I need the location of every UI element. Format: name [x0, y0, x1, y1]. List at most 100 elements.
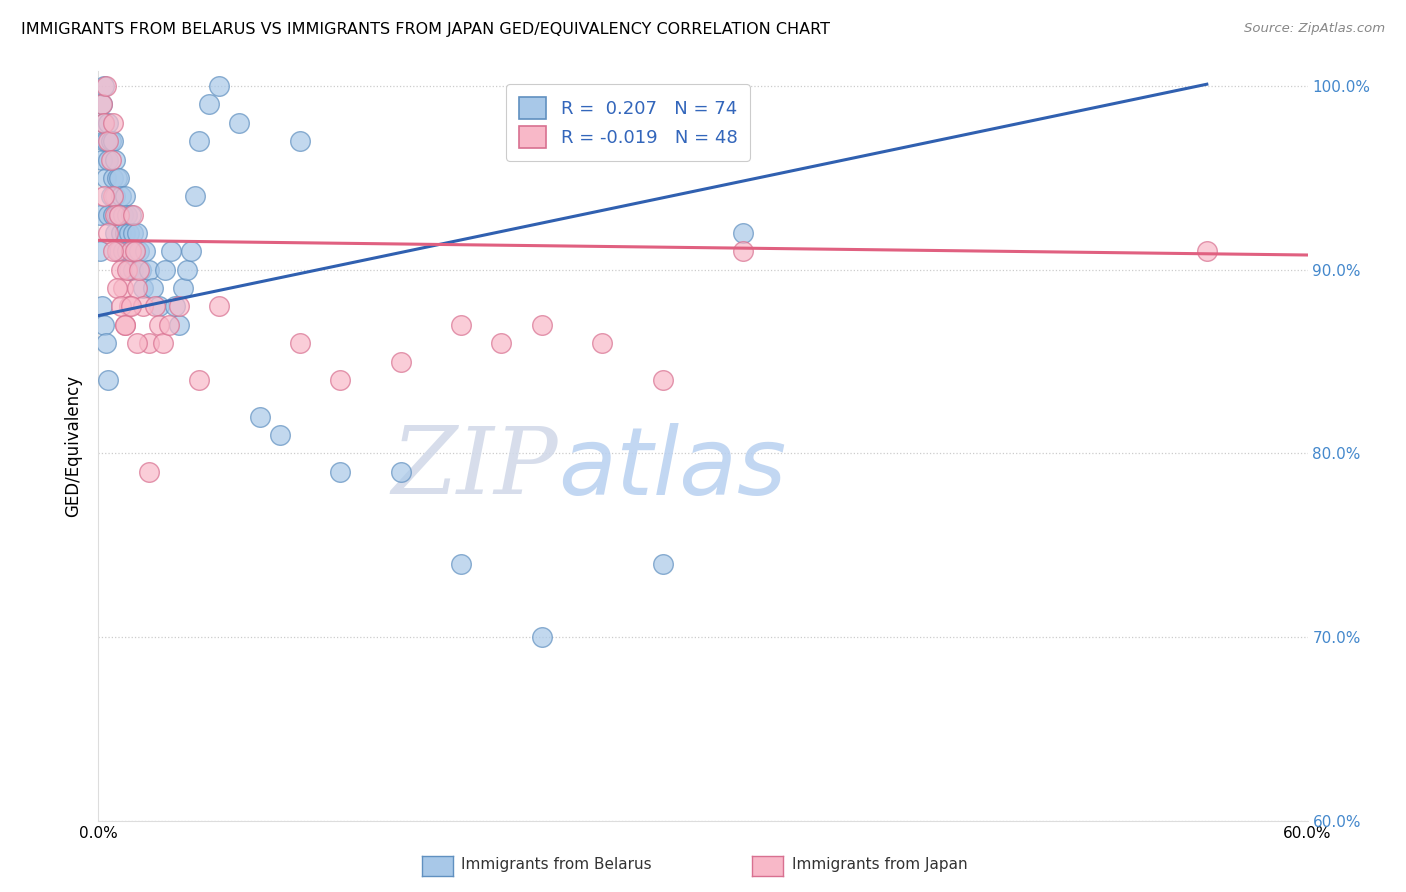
Text: IMMIGRANTS FROM BELARUS VS IMMIGRANTS FROM JAPAN GED/EQUIVALENCY CORRELATION CHA: IMMIGRANTS FROM BELARUS VS IMMIGRANTS FR… — [21, 22, 830, 37]
Point — [389, 354, 412, 368]
Point — [125, 281, 148, 295]
Point — [107, 208, 129, 222]
Point — [110, 226, 132, 240]
Point — [115, 244, 138, 259]
Point — [138, 465, 160, 479]
Point — [101, 208, 124, 222]
Point — [91, 97, 114, 112]
Point — [530, 318, 553, 332]
Point — [114, 318, 136, 332]
Text: Immigrants from Japan: Immigrants from Japan — [792, 857, 967, 872]
Point — [91, 97, 114, 112]
Point — [160, 244, 183, 259]
Point — [97, 208, 120, 222]
Y-axis label: GED/Equivalency: GED/Equivalency — [65, 375, 83, 517]
Point — [138, 336, 160, 351]
Point — [105, 208, 128, 222]
Point — [269, 428, 291, 442]
Point — [148, 318, 170, 332]
Point — [105, 281, 128, 295]
Point — [110, 189, 132, 203]
Point — [97, 116, 120, 130]
Point — [591, 336, 613, 351]
Point — [121, 262, 143, 277]
Point — [110, 300, 132, 314]
Point — [120, 244, 142, 259]
Point — [101, 134, 124, 148]
Point — [228, 116, 250, 130]
Point — [118, 300, 141, 314]
Point — [163, 300, 186, 314]
Text: ZIP: ZIP — [391, 424, 558, 514]
Point — [120, 244, 142, 259]
Point — [91, 300, 114, 314]
Point — [249, 409, 271, 424]
Point — [115, 208, 138, 222]
Point — [153, 262, 176, 277]
Point — [97, 134, 120, 148]
Text: Source: ZipAtlas.com: Source: ZipAtlas.com — [1244, 22, 1385, 36]
Point — [118, 262, 141, 277]
Point — [120, 300, 142, 314]
Point — [389, 465, 412, 479]
Point — [128, 244, 150, 259]
Legend: R =  0.207   N = 74, R = -0.019   N = 48: R = 0.207 N = 74, R = -0.019 N = 48 — [506, 84, 749, 161]
Point — [208, 78, 231, 93]
Point — [121, 226, 143, 240]
Point — [91, 153, 114, 167]
Point — [288, 134, 311, 148]
Point — [89, 208, 111, 222]
Point — [184, 189, 207, 203]
Point — [1195, 244, 1218, 259]
Point — [111, 281, 134, 295]
Point — [111, 208, 134, 222]
Point — [172, 281, 194, 295]
Point — [111, 244, 134, 259]
Point — [491, 336, 513, 351]
Point — [132, 300, 155, 314]
Point — [129, 262, 152, 277]
Point — [651, 373, 673, 387]
Point — [125, 336, 148, 351]
Point — [101, 244, 124, 259]
Point — [733, 226, 755, 240]
Point — [93, 116, 115, 130]
Point — [97, 373, 120, 387]
Point — [96, 134, 118, 148]
Point — [167, 318, 190, 332]
Point — [93, 318, 115, 332]
Point — [134, 244, 156, 259]
Point — [101, 189, 124, 203]
Point — [121, 208, 143, 222]
Point — [115, 262, 138, 277]
Point — [100, 153, 122, 167]
Point — [107, 208, 129, 222]
Point — [105, 244, 128, 259]
Point — [288, 336, 311, 351]
Point — [208, 300, 231, 314]
Point — [188, 134, 211, 148]
Point — [100, 189, 122, 203]
Point — [188, 373, 211, 387]
Point — [125, 226, 148, 240]
Text: Immigrants from Belarus: Immigrants from Belarus — [461, 857, 652, 872]
Point — [93, 189, 115, 203]
Point — [651, 557, 673, 571]
Point — [89, 244, 111, 259]
Point — [120, 208, 142, 222]
Point — [329, 465, 352, 479]
Point — [101, 116, 124, 130]
Point — [733, 244, 755, 259]
Point — [118, 226, 141, 240]
Point — [114, 226, 136, 240]
Point — [107, 170, 129, 185]
Point — [101, 170, 124, 185]
Point — [143, 300, 166, 314]
Point — [105, 244, 128, 259]
Point — [93, 78, 115, 93]
Point — [450, 318, 472, 332]
Point — [152, 336, 174, 351]
Point — [103, 153, 125, 167]
Point — [103, 208, 125, 222]
Point — [180, 244, 202, 259]
